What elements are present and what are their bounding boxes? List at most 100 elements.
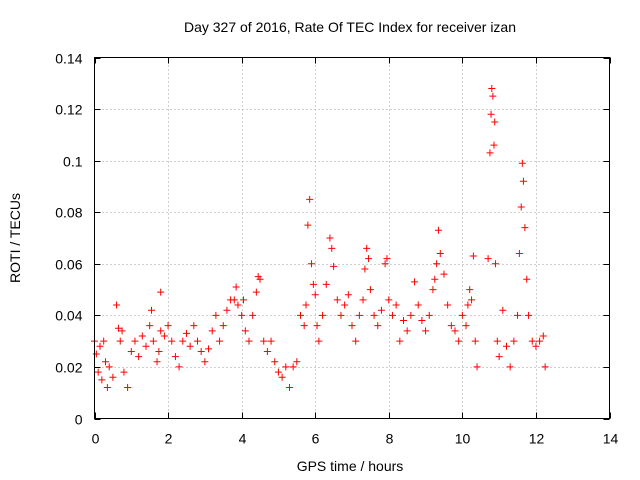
data-point [278, 373, 286, 381]
data-point [208, 327, 216, 335]
data-point [149, 337, 157, 345]
data-point [313, 322, 321, 330]
data-point [462, 322, 470, 330]
data-point [532, 342, 540, 350]
data-point [120, 368, 128, 376]
data-point [124, 384, 132, 392]
data-point [252, 288, 260, 296]
data-point [96, 342, 104, 350]
y-tick-label: 0.08 [55, 205, 82, 221]
data-point [407, 311, 415, 319]
x-tick-label: 14 [603, 431, 619, 447]
data-point [142, 342, 150, 350]
data-point [322, 280, 330, 288]
data-point [352, 337, 360, 345]
data-point [256, 275, 264, 283]
data-point [232, 283, 240, 291]
data-point [469, 252, 477, 260]
x-tick-label: 8 [386, 431, 394, 447]
data-point [92, 350, 100, 358]
data-point [311, 291, 319, 299]
data-point [160, 332, 168, 340]
data-point [468, 296, 476, 304]
data-point [488, 84, 496, 92]
data-point [98, 376, 106, 384]
data-point [491, 118, 499, 126]
data-point [271, 358, 279, 366]
data-point [366, 286, 374, 294]
data-point [190, 322, 198, 330]
y-tick-labels: 0 0.02 0.04 0.06 0.08 0.1 0.12 0.14 [55, 51, 82, 428]
x-axis-title: GPS time / hours [297, 458, 404, 474]
data-point [182, 329, 190, 337]
data-point [493, 337, 501, 345]
data-point [400, 317, 407, 325]
data-point [289, 363, 297, 371]
data-point [510, 337, 518, 345]
data-point [103, 384, 111, 392]
data-point [517, 203, 525, 211]
data-point [285, 384, 293, 392]
data-point [499, 306, 507, 314]
data-point [388, 311, 396, 319]
x-tick-label: 2 [165, 431, 173, 447]
data-point [164, 322, 172, 330]
y-tick-label: 0.06 [55, 257, 82, 273]
data-point [515, 249, 523, 257]
data-point [155, 347, 163, 355]
data-point [113, 301, 121, 309]
data-point [429, 286, 437, 294]
data-point [341, 301, 349, 309]
data-point [473, 363, 481, 371]
data-point [521, 224, 529, 232]
data-point [328, 244, 336, 252]
x-tick-label: 10 [455, 431, 471, 447]
plot-frame [94, 57, 610, 419]
y-tick-label: 0.02 [55, 360, 82, 376]
data-point [381, 260, 389, 268]
data-point [179, 337, 187, 345]
data-point [433, 260, 441, 268]
data-point [157, 288, 165, 296]
data-point [94, 368, 102, 376]
data-point [370, 311, 378, 319]
data-point [487, 110, 495, 118]
data-point [436, 249, 444, 257]
data-point [374, 322, 382, 330]
data-point [260, 337, 268, 345]
data-point [168, 337, 176, 345]
data-point [330, 262, 338, 270]
data-point [223, 306, 231, 314]
data-point [348, 322, 356, 330]
data-point [274, 368, 282, 376]
data-point [519, 177, 527, 185]
data-point [293, 358, 301, 366]
data-point [539, 332, 547, 340]
data-point [157, 327, 165, 335]
data-point [377, 306, 385, 314]
data-point [216, 337, 224, 345]
data-point [109, 373, 117, 381]
data-point [118, 327, 126, 335]
data-point [302, 301, 310, 309]
data-point [197, 347, 205, 355]
data-point [135, 353, 143, 361]
data-point [344, 291, 352, 299]
x-tick-label: 0 [92, 431, 100, 447]
data-point [359, 296, 367, 304]
data-point [440, 270, 448, 278]
data-point [411, 278, 419, 286]
data-point [403, 327, 411, 335]
data-point [333, 296, 341, 304]
data-point [495, 353, 503, 361]
data-point [239, 296, 247, 304]
grid-lines [94, 57, 610, 419]
x-tick-label: 12 [529, 431, 545, 447]
data-point [282, 363, 290, 371]
data-point [523, 275, 531, 283]
data-point [444, 301, 452, 309]
data-point [431, 275, 439, 283]
x-tick-label: 4 [239, 431, 247, 447]
y-tick-label: 0.12 [55, 102, 82, 118]
data-point [319, 311, 327, 319]
